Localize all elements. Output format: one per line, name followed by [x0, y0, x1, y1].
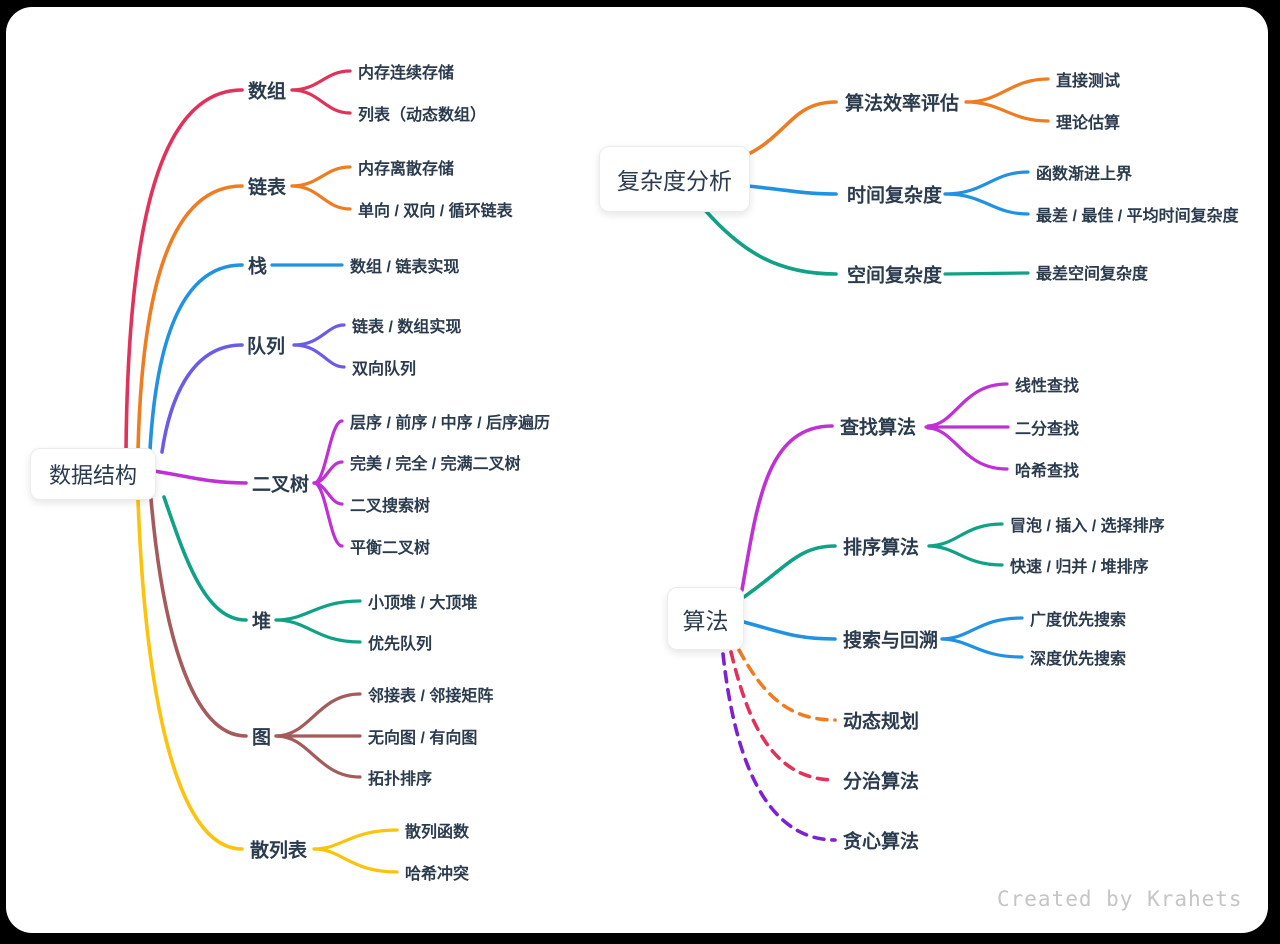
branch-search-backtracking: 搜索与回溯 — [843, 630, 939, 652]
edge-searching-child-3 — [926, 426, 1009, 471]
branch-greedy: 贪心算法 — [843, 831, 920, 853]
leaf-basic-sorts: 冒泡 / 插入 / 选择排序 — [1010, 518, 1165, 535]
watermark-credit: Created by Krahets — [997, 887, 1243, 911]
leaf-binary-search: 二分查找 — [1015, 421, 1080, 438]
leaf-tree-bst: 二叉搜索树 — [350, 498, 431, 515]
branch-efficiency-evaluation: 算法效率评估 — [845, 93, 960, 115]
edge-hash-table-child-1 — [312, 828, 399, 851]
root-algorithms: 算法 — [667, 587, 744, 650]
edge-root-to-queue — [160, 343, 244, 454]
leaf-list-dispersed: 内存离散存储 — [358, 161, 455, 178]
leaf-hash-search: 哈希查找 — [1015, 463, 1080, 480]
edge-backtracking-child-1 — [940, 616, 1024, 641]
branch-heap: 堆 — [252, 611, 272, 633]
branch-array: 数组 — [248, 81, 287, 103]
edge-root-to-dynamic-programming — [737, 648, 837, 722]
leaf-queue-impl: 链表 / 数组实现 — [352, 319, 462, 336]
branch-queue: 队列 — [247, 336, 286, 358]
root-complexity-analysis: 复杂度分析 — [599, 146, 750, 212]
branch-hash-table: 散列表 — [250, 840, 308, 862]
leaf-bfs: 广度优先搜索 — [1030, 612, 1127, 629]
edge-backtracking-child-2 — [940, 637, 1024, 659]
edge-root-to-binary-tree — [152, 469, 248, 485]
branch-sorting: 排序算法 — [843, 537, 920, 559]
leaf-hash-function: 散列函数 — [405, 824, 470, 841]
branch-divide-conquer: 分治算法 — [843, 771, 920, 793]
leaf-tree-balanced: 平衡二叉树 — [350, 540, 431, 557]
edge-binary-tree-child-4 — [312, 481, 344, 548]
edge-linked-list-child-2 — [290, 184, 352, 211]
branch-binary-tree: 二叉树 — [252, 474, 310, 496]
edge-root-to-divide-conquer — [729, 650, 837, 782]
edge-time-child-2 — [943, 192, 1030, 216]
edge-sorting-child-2 — [927, 544, 1004, 567]
branch-stack: 栈 — [248, 256, 268, 278]
edge-queue-child-2 — [292, 343, 346, 369]
leaf-heap-minmax: 小顶堆 / 大顶堆 — [368, 595, 478, 612]
edge-root-to-time-complexity — [746, 184, 838, 196]
leaf-tree-kinds: 完美 / 完全 / 完满二叉树 — [350, 456, 521, 473]
edge-time-child-1 — [943, 170, 1030, 196]
leaf-list-types: 单向 / 双向 / 循环链表 — [358, 203, 513, 220]
branch-time-complexity: 时间复杂度 — [847, 185, 943, 207]
edge-efficiency-child-1 — [964, 77, 1050, 104]
branch-searching: 查找算法 — [840, 417, 917, 439]
edge-root-to-greedy — [721, 652, 837, 842]
leaf-worst-space: 最差空间复杂度 — [1036, 266, 1149, 283]
branch-dynamic-programming: 动态规划 — [843, 711, 920, 733]
leaf-hash-collision: 哈希冲突 — [405, 866, 470, 883]
edge-searching-child-1 — [926, 382, 1009, 428]
edge-root-to-search-backtracking — [742, 620, 837, 641]
edge-root-to-space-complexity — [703, 208, 838, 276]
edge-hash-table-child-2 — [312, 847, 399, 874]
branch-graph: 图 — [252, 727, 272, 749]
edge-array-child-1 — [290, 69, 352, 92]
leaf-array-contiguous: 内存连续存储 — [358, 65, 455, 82]
edge-root-to-hash-table — [136, 497, 244, 851]
edge-root-to-stack — [148, 263, 244, 452]
edge-root-to-graph — [149, 497, 248, 738]
leaf-fast-sorts: 快速 / 归并 / 堆排序 — [1010, 559, 1149, 576]
edge-queue-child-1 — [292, 323, 346, 347]
leaf-array-list: 列表（动态数组） — [358, 107, 487, 124]
edge-graph-child-1 — [274, 692, 362, 738]
branch-linked-list: 链表 — [248, 177, 287, 199]
leaf-queue-deque: 双向队列 — [352, 361, 417, 378]
edge-space-child-1 — [943, 271, 1030, 276]
edge-graph-child-3 — [274, 734, 362, 779]
edge-sorting-child-1 — [927, 522, 1004, 548]
edge-root-to-array — [124, 88, 244, 452]
edge-linked-list-child-1 — [290, 165, 352, 188]
root-data-structures: 数据结构 — [30, 448, 156, 500]
edge-heap-child-2 — [274, 618, 362, 644]
leaf-theoretical-estimate: 理论估算 — [1056, 115, 1121, 132]
edge-efficiency-child-2 — [964, 100, 1050, 123]
leaf-graph-directedness: 无向图 / 有向图 — [368, 730, 478, 747]
branch-space-complexity: 空间复杂度 — [847, 265, 943, 287]
edge-heap-child-1 — [274, 599, 362, 622]
edge-root-to-searching — [740, 424, 834, 592]
edge-root-to-linked-list — [136, 184, 244, 452]
leaf-graph-topological: 拓扑排序 — [368, 771, 433, 788]
leaf-asymptotic-bound: 函数渐进上界 — [1036, 166, 1133, 183]
leaf-heap-priority-queue: 优先队列 — [368, 636, 433, 653]
leaf-graph-adjacency: 邻接表 / 邻接矩阵 — [368, 688, 494, 705]
leaf-linear-search: 线性查找 — [1015, 378, 1080, 395]
leaf-stack-impl: 数组 / 链表实现 — [350, 259, 460, 276]
leaf-time-cases: 最差 / 最佳 / 平均时间复杂度 — [1036, 208, 1239, 225]
leaf-tree-traversal: 层序 / 前序 / 中序 / 后序遍历 — [350, 415, 551, 432]
edge-root-to-efficiency-evaluation — [738, 100, 838, 160]
leaf-direct-testing: 直接测试 — [1056, 73, 1121, 90]
edge-root-to-heap — [162, 495, 248, 622]
leaf-dfs: 深度优先搜索 — [1030, 651, 1127, 668]
edge-root-to-sorting — [742, 544, 837, 599]
edge-array-child-2 — [290, 88, 352, 115]
